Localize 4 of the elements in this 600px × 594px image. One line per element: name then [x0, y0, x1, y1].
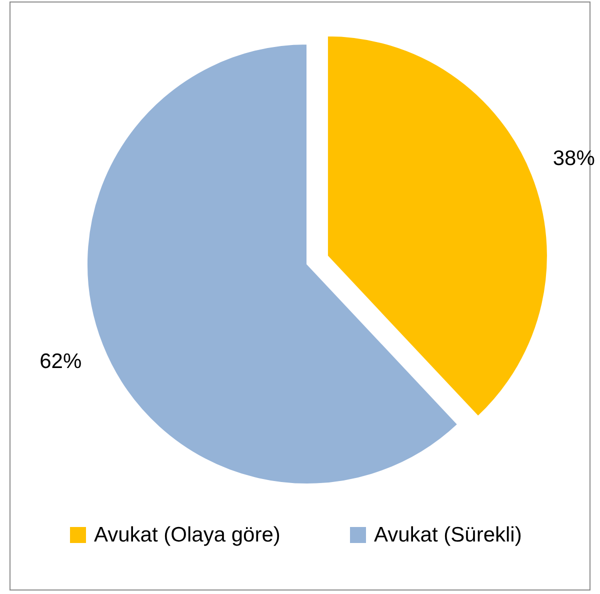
data-label: 62%: [40, 350, 82, 374]
legend-label: Avukat (Olaya göre): [94, 524, 280, 546]
legend-label: Avukat (Sürekli): [374, 524, 522, 546]
data-label: 38%: [552, 146, 595, 170]
